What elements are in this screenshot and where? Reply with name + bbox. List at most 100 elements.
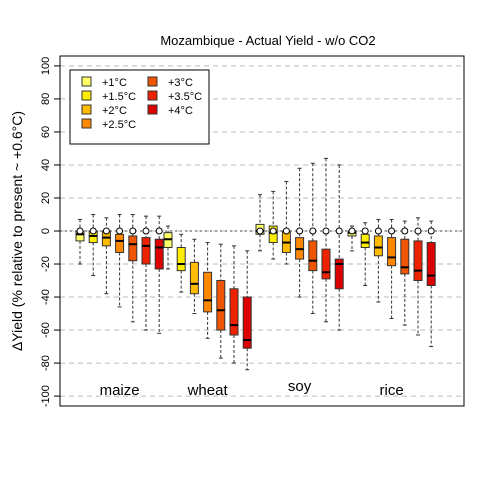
y-tick-label: 60 <box>40 126 52 138</box>
mean-marker <box>116 227 124 235</box>
box-body <box>216 280 226 331</box>
box-wheat-3 <box>203 242 213 339</box>
mean-marker <box>322 227 330 235</box>
box-rice-0 <box>347 225 357 252</box>
box-body <box>128 235 138 262</box>
boxes <box>75 157 436 371</box>
box-maize-0 <box>75 218 85 265</box>
mean-marker <box>155 227 163 235</box>
box-wheat-1 <box>176 233 186 293</box>
box-body <box>334 258 344 290</box>
legend-label: +3°C <box>168 77 193 89</box>
legend-item: +1.5°C <box>81 90 136 103</box>
box-body <box>203 271 213 313</box>
legend-label: +1°C <box>102 77 127 89</box>
box-soy-1 <box>268 190 278 260</box>
box-soy-4 <box>308 162 318 315</box>
box-body <box>189 261 199 295</box>
box-body <box>400 238 410 275</box>
y-tick-label: 20 <box>40 192 52 204</box>
box-soy-2 <box>281 180 291 265</box>
mean-marker <box>374 227 382 235</box>
box-wheat-6 <box>242 250 252 371</box>
box-group-wheat <box>163 225 252 371</box>
legend-label: +2.5°C <box>102 119 136 131</box>
box-body <box>387 237 397 267</box>
box-body <box>141 237 151 265</box>
box-rice-6 <box>426 220 436 348</box>
box-soy-0 <box>255 194 265 252</box>
legend-swatch <box>81 76 92 87</box>
box-rice-1 <box>360 222 370 286</box>
mean-marker <box>361 227 369 235</box>
crop-label-soy: soy <box>288 378 312 395</box>
box-wheat-2 <box>189 238 199 315</box>
crop-label-maize: maize <box>100 382 140 399</box>
y-tick-label: -100 <box>40 385 52 407</box>
box-rice-3 <box>387 218 397 319</box>
box-body <box>115 233 125 253</box>
box-group-rice <box>347 217 436 348</box>
mean-marker <box>129 227 137 235</box>
legend-swatch <box>147 76 158 87</box>
legend: +1°C +1.5°C +2°C +2.5°C +3°C +3.5°C +4°C <box>69 69 210 145</box>
y-tick-label: 80 <box>40 93 52 105</box>
box-soy-3 <box>295 167 305 298</box>
legend-item: +3.5°C <box>147 90 202 103</box>
box-wheat-0 <box>163 225 173 270</box>
box-soy-5 <box>321 157 331 323</box>
box-body <box>413 240 423 282</box>
legend-label: +2°C <box>102 105 127 117</box>
mean-marker <box>89 227 97 235</box>
legend-item: +4°C <box>147 104 193 117</box>
box-group-maize <box>75 213 164 334</box>
legend-swatch <box>147 104 158 115</box>
mean-marker <box>142 227 150 235</box>
y-tick-label: -80 <box>40 355 52 371</box>
legend-swatch <box>81 90 92 101</box>
box-wheat-5 <box>229 245 239 364</box>
chart-title: Mozambique - Actual Yield - w/o CO2 <box>160 33 375 48</box>
mean-marker <box>282 227 290 235</box>
mean-marker <box>388 227 396 235</box>
mean-marker <box>309 227 317 235</box>
y-tick-label: 100 <box>40 57 52 75</box>
plot-frame <box>59 55 465 407</box>
y-tick-label: -40 <box>40 289 52 305</box>
legend-item: +2°C <box>81 104 127 117</box>
y-tick-label: -20 <box>40 256 52 272</box>
legend-item: +3°C <box>147 76 193 89</box>
box-group-soy <box>255 157 344 331</box>
box-wheat-4 <box>216 243 226 359</box>
legend-label: +3.5°C <box>168 91 202 103</box>
y-axis: -100 -80 -60 -40 -20 0 20 40 60 80 100 <box>40 57 61 407</box>
box-rice-4 <box>400 220 410 326</box>
box-rice-5 <box>413 217 423 336</box>
mean-marker <box>296 227 304 235</box>
mean-marker <box>335 227 343 235</box>
crop-label-wheat: wheat <box>187 382 229 399</box>
legend-box <box>69 69 210 145</box>
y-tick-label: -60 <box>40 322 52 338</box>
box-maize-1 <box>88 213 98 277</box>
y-tick-label: 40 <box>40 159 52 171</box>
legend-label: +4°C <box>168 105 193 117</box>
mean-marker <box>76 227 84 235</box>
box-body <box>426 242 436 286</box>
box-maize-6 <box>154 215 164 334</box>
mean-marker <box>401 227 409 235</box>
crop-label-rice: rice <box>380 382 404 399</box>
legend-swatch <box>81 118 92 129</box>
legend-item: +2.5°C <box>81 118 136 131</box>
legend-swatch <box>147 90 158 101</box>
legend-swatch <box>81 104 92 115</box>
box-body <box>321 248 331 280</box>
y-axis-label: ΔYield (% relative to present ~ +0.6°C) <box>9 111 25 351</box>
box-body <box>308 240 318 272</box>
box-body <box>373 235 383 257</box>
box-body <box>229 288 239 336</box>
mean-marker <box>427 227 435 235</box>
mean-marker <box>414 227 422 235</box>
